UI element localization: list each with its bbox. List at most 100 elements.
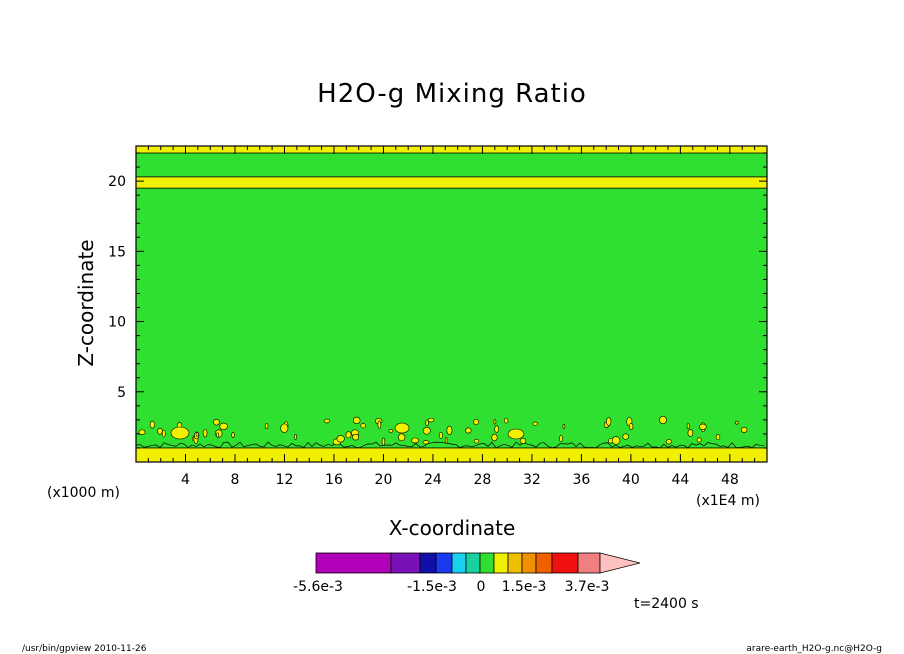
contour-blob — [195, 432, 199, 437]
x-tick-label: 32 — [523, 472, 541, 488]
contour-blob — [280, 423, 289, 433]
contour-blob — [394, 422, 410, 434]
contour-blob — [397, 433, 406, 442]
contour-blob — [491, 433, 498, 442]
footer-left: /usr/bin/gpview 2010-11-26 — [22, 644, 147, 654]
contour-blob — [161, 429, 166, 438]
contour-blob — [444, 436, 448, 444]
contour-blob — [294, 434, 297, 440]
contour-blob — [611, 436, 621, 445]
x-tick-label: 48 — [721, 472, 739, 488]
contour-blob — [665, 439, 672, 445]
x-tick-label: 20 — [375, 472, 393, 488]
y-axis-label: Z-coordinate — [74, 239, 98, 366]
x-tick-label: 28 — [474, 472, 492, 488]
contour-blob — [504, 417, 509, 424]
contour-blob — [494, 425, 499, 433]
colorbar-swatch — [507, 552, 523, 574]
surface-contour — [135, 441, 765, 449]
contour-blob — [170, 426, 190, 440]
contour-blob — [231, 432, 235, 438]
colorbar-swatch — [435, 552, 453, 574]
yellow-band-0 — [135, 447, 768, 463]
contour-blob — [740, 426, 748, 433]
colorbar-label: -5.6e-3 — [293, 579, 343, 595]
contour-blob — [219, 422, 228, 431]
yellow-band-2 — [135, 145, 768, 154]
contour-blob — [507, 428, 525, 440]
contour-blob — [473, 418, 480, 426]
x-tick-label: 40 — [622, 472, 640, 488]
colorbar-swatch — [551, 552, 579, 574]
colorbar-swatch — [465, 552, 481, 574]
contour-blob — [138, 429, 146, 435]
contour-blob — [425, 419, 429, 427]
contour-blob — [562, 423, 566, 429]
plot-frame — [135, 145, 768, 463]
colorbar-swatch — [535, 552, 553, 574]
x-unit-left: (x1000 m) — [47, 485, 120, 501]
colorbar-label: 0 — [477, 579, 486, 595]
contour-blob — [381, 437, 386, 446]
contour-blob — [377, 420, 382, 429]
colorbar-swatch — [479, 552, 495, 574]
contour-blob — [352, 433, 360, 441]
colorbar-arrow — [599, 552, 641, 574]
colorbar-swatch — [451, 552, 467, 574]
contour-blob — [465, 427, 472, 434]
x-tick-label: 4 — [181, 472, 190, 488]
contour-blob — [686, 423, 690, 430]
x-tick-label: 36 — [572, 472, 590, 488]
contour-blob — [559, 435, 563, 442]
contour-blob — [532, 421, 538, 426]
colorbar-swatch — [390, 552, 421, 574]
contour-blob — [157, 427, 163, 435]
chart-title: H2O-g Mixing Ratio — [317, 79, 587, 109]
x-tick-label: 8 — [231, 472, 240, 488]
x-tick-label: 12 — [276, 472, 294, 488]
contour-blob — [605, 417, 612, 426]
contour-blob — [698, 423, 707, 430]
colorbar-swatch — [315, 552, 392, 574]
contour-blob — [216, 432, 220, 438]
contour-blob — [493, 419, 497, 425]
colorbar-label: -1.5e-3 — [407, 579, 457, 595]
contour-blob — [149, 420, 155, 429]
contour-blob — [336, 435, 345, 443]
contour-blob — [438, 432, 443, 439]
field-background — [136, 146, 767, 462]
y-tick-label: 20 — [108, 174, 126, 190]
contour-blob — [360, 423, 366, 429]
contour-blob — [715, 434, 721, 441]
contour-blob — [422, 440, 429, 445]
colorbar-swatch — [419, 552, 437, 574]
contour-blob — [659, 415, 667, 425]
contour-blob — [446, 425, 453, 435]
y-tick-label: 10 — [108, 315, 126, 331]
y-tick-label: 15 — [108, 244, 126, 260]
contour-blob — [519, 438, 527, 444]
x-tick-label: 16 — [325, 472, 343, 488]
colorbar-label: 1.5e-3 — [502, 579, 547, 595]
contour-blob — [628, 422, 634, 430]
contour-blob — [427, 417, 435, 423]
contour-blob — [345, 431, 352, 439]
contour-blob — [388, 428, 394, 433]
contour-blob — [323, 418, 331, 424]
contour-blob — [422, 426, 431, 435]
yellow-band-1 — [135, 176, 768, 189]
contour-blob — [687, 429, 694, 437]
time-label: t=2400 s — [634, 596, 699, 612]
colorbar-swatch — [493, 552, 509, 574]
contour-blob — [734, 420, 739, 425]
x-tick-label: 24 — [424, 472, 442, 488]
colorbar-swatch — [577, 552, 601, 574]
x-unit-right: (x1E4 m) — [696, 493, 760, 509]
contour-blob — [622, 433, 629, 440]
colorbar-label: 3.7e-3 — [565, 579, 610, 595]
contour-blob — [473, 438, 480, 444]
contour-blob — [411, 437, 420, 444]
contour-blob — [265, 422, 269, 430]
contour-blob — [352, 416, 361, 425]
